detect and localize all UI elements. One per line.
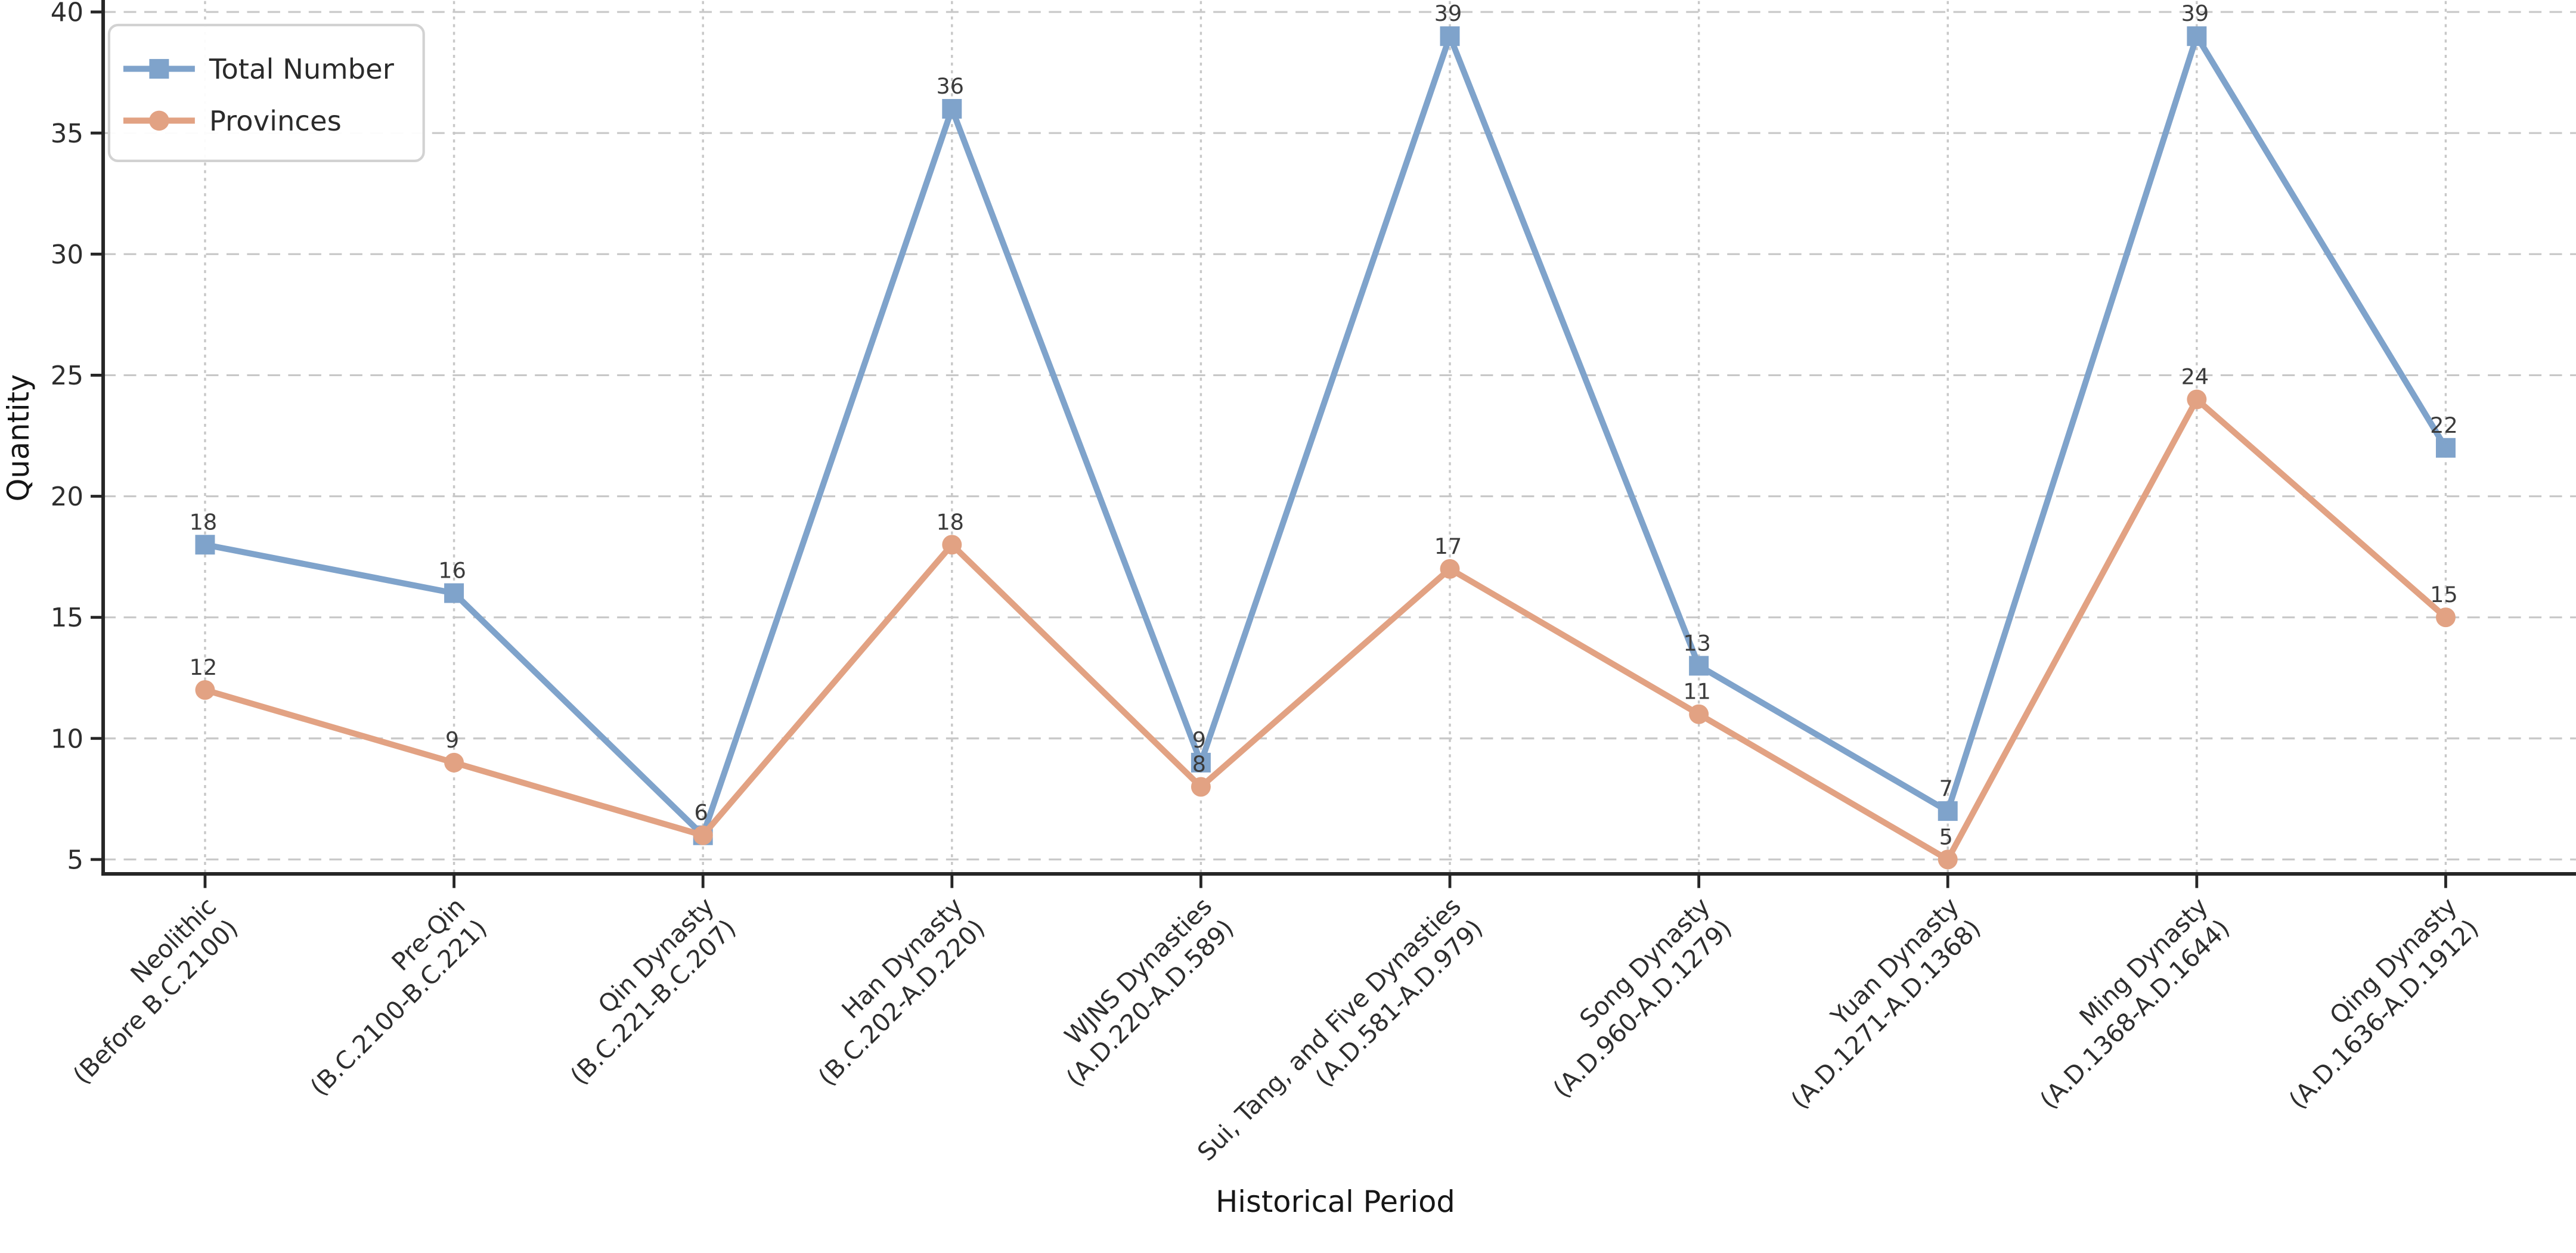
legend-item-provinces: Provinces (123, 105, 342, 137)
x-tick-label-wjns-dynasties: WJNS Dynasties(A.D.220-A.D.589) (1039, 892, 1239, 1092)
x-tick-label-han-dynasty: Han Dynasty(B.C.202-A.D.220) (791, 892, 991, 1091)
data-point-provinces-0 (195, 680, 215, 700)
y-tick-label-25: 25 (51, 361, 83, 391)
y-tick-label-30: 30 (51, 240, 83, 270)
x-tick-label-qin-dynasty: Qin Dynasty(B.C.221-B.C.207) (543, 892, 742, 1090)
data-point-provinces-6 (1689, 704, 1709, 724)
data-label-provinces-4: 8 (1192, 752, 1206, 777)
data-point-provinces-3 (942, 535, 962, 555)
data-label-total-number-8: 39 (2181, 1, 2209, 26)
data-label-total-number-1: 16 (438, 558, 466, 584)
data-point-total-number-8 (2187, 26, 2207, 46)
data-point-total-number-3 (942, 99, 962, 119)
legend-label-total-number: Total Number (209, 53, 395, 85)
data-point-provinces-9 (2435, 607, 2456, 628)
data-point-provinces-7 (1938, 849, 1958, 870)
data-label-total-number-6: 13 (1683, 630, 1711, 656)
data-point-total-number-5 (1440, 26, 1460, 46)
data-label-provinces-0: 12 (190, 655, 218, 680)
legend-box (107, 23, 425, 162)
y-tick-label-40: 40 (51, 0, 83, 28)
legend-label-provinces: Provinces (209, 105, 342, 137)
data-label-total-number-9: 22 (2430, 413, 2458, 438)
data-point-provinces-1 (444, 752, 464, 773)
x-axis-title: Historical Period (1216, 1184, 1455, 1219)
data-point-provinces-4 (1191, 777, 1211, 797)
data-label-provinces-8: 24 (2181, 364, 2209, 390)
data-label-provinces-2: 6 (695, 800, 708, 826)
data-point-total-number-7 (1938, 801, 1958, 821)
x-tick-label-song-dynasty: Song Dynasty(A.D.960-A.D.1279) (1526, 892, 1737, 1103)
x-tick-label-yuan-dynasty: Yuan Dynasty(A.D.1271-A.D.1368) (1763, 892, 1986, 1114)
data-label-total-number-4: 9 (1192, 727, 1206, 753)
data-point-total-number-0 (195, 535, 215, 555)
legend-square-marker-icon (149, 58, 169, 79)
data-point-provinces-2 (693, 825, 713, 845)
data-label-provinces-6: 11 (1683, 679, 1711, 705)
x-tick-label-pre-qin: Pre-Qin(B.C.2100-B.C.221) (283, 892, 492, 1101)
data-label-provinces-7: 5 (1939, 824, 1953, 849)
data-label-total-number-5: 39 (1434, 1, 1462, 26)
x-tick-label-ming-dynasty: Ming Dynasty(A.D.1368-A.D.1644) (2013, 892, 2235, 1114)
legend-item-total-number: Total Number (123, 53, 395, 85)
data-point-provinces-8 (2187, 389, 2207, 410)
data-label-total-number-3: 36 (937, 73, 965, 99)
series-line-total-number (204, 33, 2448, 839)
y-tick-label-15: 15 (51, 603, 83, 633)
data-point-total-number-4 (1191, 752, 1211, 773)
y-tick-label-5: 5 (67, 845, 83, 875)
data-point-total-number-6 (1689, 656, 1709, 676)
data-label-total-number-7: 7 (1939, 776, 1953, 801)
data-label-provinces-3: 18 (937, 509, 965, 535)
y-tick-label-10: 10 (51, 724, 83, 754)
y-axis-title: Quantity (1, 374, 36, 502)
x-tick-label-neolithic: Neolithic(Before B.C.2100) (46, 892, 244, 1090)
data-label-provinces-5: 17 (1434, 534, 1462, 559)
legend: Total Number Provinces (107, 23, 425, 162)
legend-circle-marker-icon (149, 110, 169, 131)
data-point-total-number-1 (444, 583, 464, 603)
series-line-provinces (204, 396, 2448, 863)
data-label-total-number-0: 18 (190, 509, 218, 535)
y-tick-label-35: 35 (51, 119, 83, 149)
data-label-provinces-1: 9 (445, 727, 459, 753)
data-point-total-number-9 (2435, 438, 2456, 458)
data-label-total-number-2: 6 (695, 800, 708, 826)
x-tick-label-qing-dynasty: Qing Dynasty(A.D.1636-A.D.1912) (2262, 892, 2484, 1114)
data-label-provinces-9: 15 (2430, 582, 2458, 607)
data-point-provinces-5 (1440, 559, 1460, 579)
y-tick-label-20: 20 (51, 482, 83, 512)
